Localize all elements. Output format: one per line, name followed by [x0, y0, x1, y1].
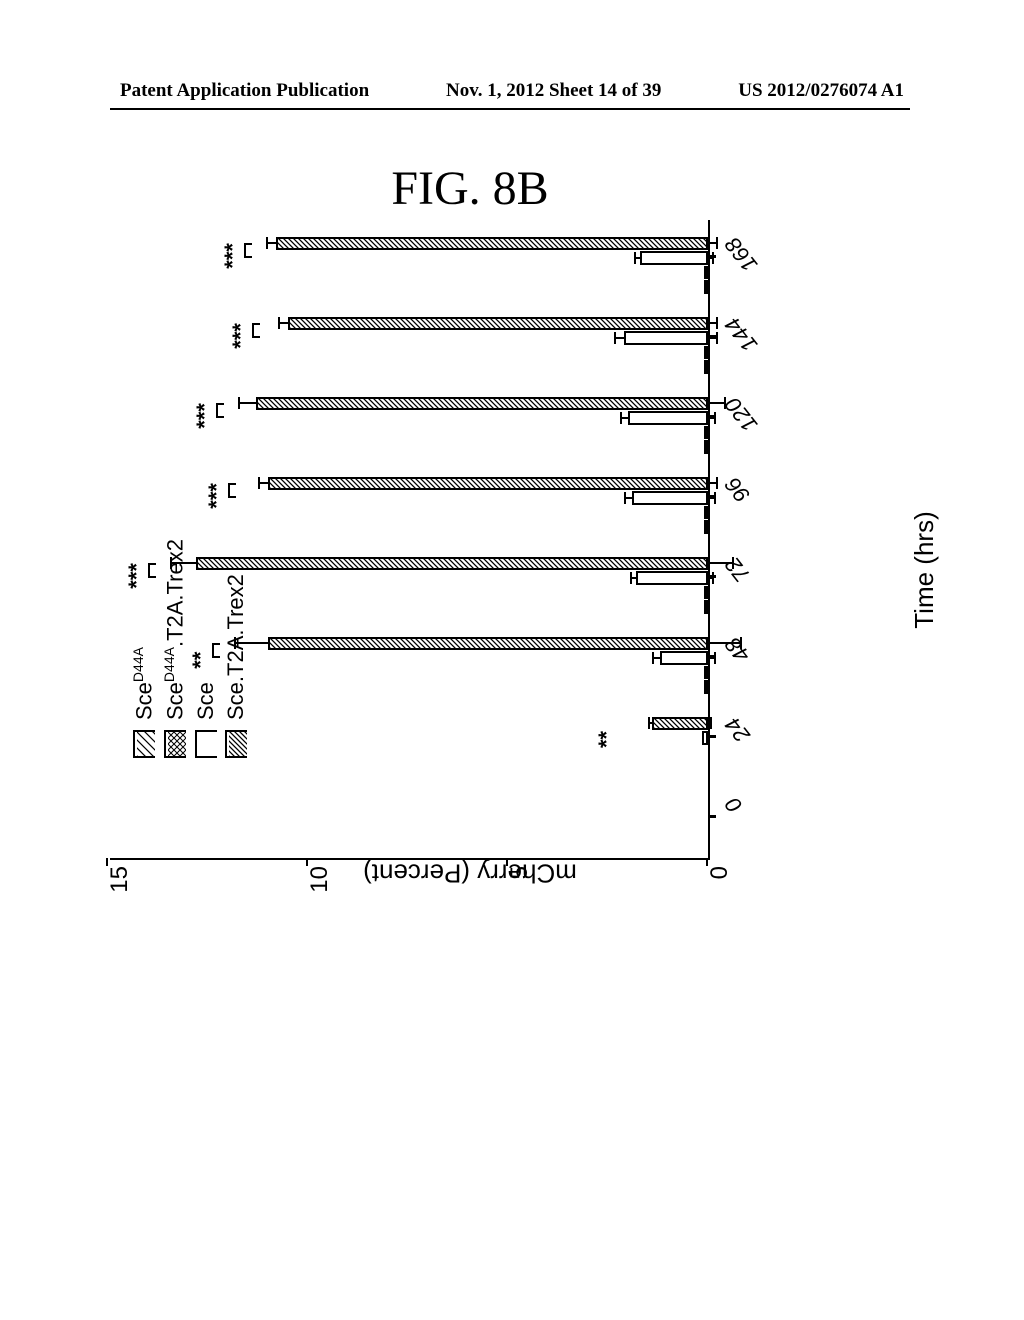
- legend-swatch: [164, 730, 186, 758]
- significance-label: ***: [220, 243, 246, 269]
- x-tick-label: 0: [720, 792, 777, 855]
- bar: [704, 266, 708, 280]
- figure-caption: FIG. 8B: [391, 161, 548, 216]
- significance-label: ***: [228, 323, 254, 349]
- plot-area: SceD44ASceD44A.T2A.Trex2SceSce.T2A.Trex2…: [110, 220, 710, 860]
- bar: [704, 346, 708, 360]
- x-axis-label: Time (hrs): [909, 511, 940, 628]
- bar: [704, 520, 708, 534]
- x-tick-label: 120: [720, 392, 777, 455]
- y-tick-label: 10: [306, 866, 334, 910]
- chart-wrapper: mCherry (Percent) Time (hrs) SceD44ASceD…: [80, 190, 860, 950]
- bar: [704, 360, 708, 374]
- significance-label: **: [188, 652, 214, 669]
- bar: [632, 491, 708, 505]
- bar: [640, 251, 708, 265]
- y-tick-mark: [506, 858, 509, 866]
- significance-label: **: [594, 731, 620, 748]
- legend-swatch: [133, 730, 155, 758]
- y-tick-mark: [706, 858, 709, 866]
- legend-swatch: [195, 730, 217, 758]
- bar: [704, 600, 708, 614]
- legend-label: SceD44A.T2A.Trex2: [161, 539, 188, 720]
- legend-swatch: [225, 730, 247, 758]
- y-axis-label: mCherry (Percent): [363, 858, 577, 889]
- bar: [624, 331, 708, 345]
- header-center: Nov. 1, 2012 Sheet 14 of 39: [446, 80, 661, 102]
- figure-8b: mCherry (Percent) Time (hrs) SceD44ASceD…: [80, 190, 860, 950]
- legend-label: SceD44A: [130, 647, 157, 720]
- page-header: Patent Application Publication Nov. 1, 2…: [0, 80, 1024, 102]
- x-tick-label: 96: [720, 472, 777, 535]
- bar: [704, 586, 708, 600]
- y-tick-mark: [306, 858, 309, 866]
- header-rule: [110, 108, 910, 110]
- header-left: Patent Application Publication: [120, 80, 369, 102]
- x-tick-mark: [708, 736, 716, 739]
- bar: [276, 237, 708, 251]
- significance-label: ***: [204, 483, 230, 509]
- x-tick-label: 168: [720, 232, 777, 295]
- bar: [652, 717, 708, 731]
- y-tick-mark: [106, 858, 109, 866]
- bar: [268, 637, 708, 651]
- y-tick-label: 5: [506, 866, 534, 910]
- bar: [196, 557, 708, 571]
- y-tick-label: 15: [106, 866, 134, 910]
- bar: [636, 571, 708, 585]
- bar: [704, 666, 708, 680]
- bar: [704, 506, 708, 520]
- bar: [256, 397, 708, 411]
- bar: [704, 680, 708, 694]
- x-tick-label: 144: [720, 312, 777, 375]
- header-right: US 2012/0276074 A1: [738, 80, 904, 102]
- bar: [704, 440, 708, 454]
- legend-label: Sce: [193, 682, 219, 720]
- y-tick-label: 0: [706, 866, 734, 910]
- bar: [660, 651, 708, 665]
- x-tick-mark: [708, 816, 716, 819]
- bar: [268, 477, 708, 491]
- bar: [628, 411, 708, 425]
- bar: [702, 731, 708, 745]
- significance-label: ***: [192, 403, 218, 429]
- bar: [288, 317, 708, 331]
- x-tick-label: 24: [720, 712, 777, 775]
- significance-label: ***: [124, 563, 150, 589]
- legend-item: SceD44A.T2A.Trex2: [161, 539, 188, 758]
- bar: [704, 280, 708, 294]
- bar: [704, 426, 708, 440]
